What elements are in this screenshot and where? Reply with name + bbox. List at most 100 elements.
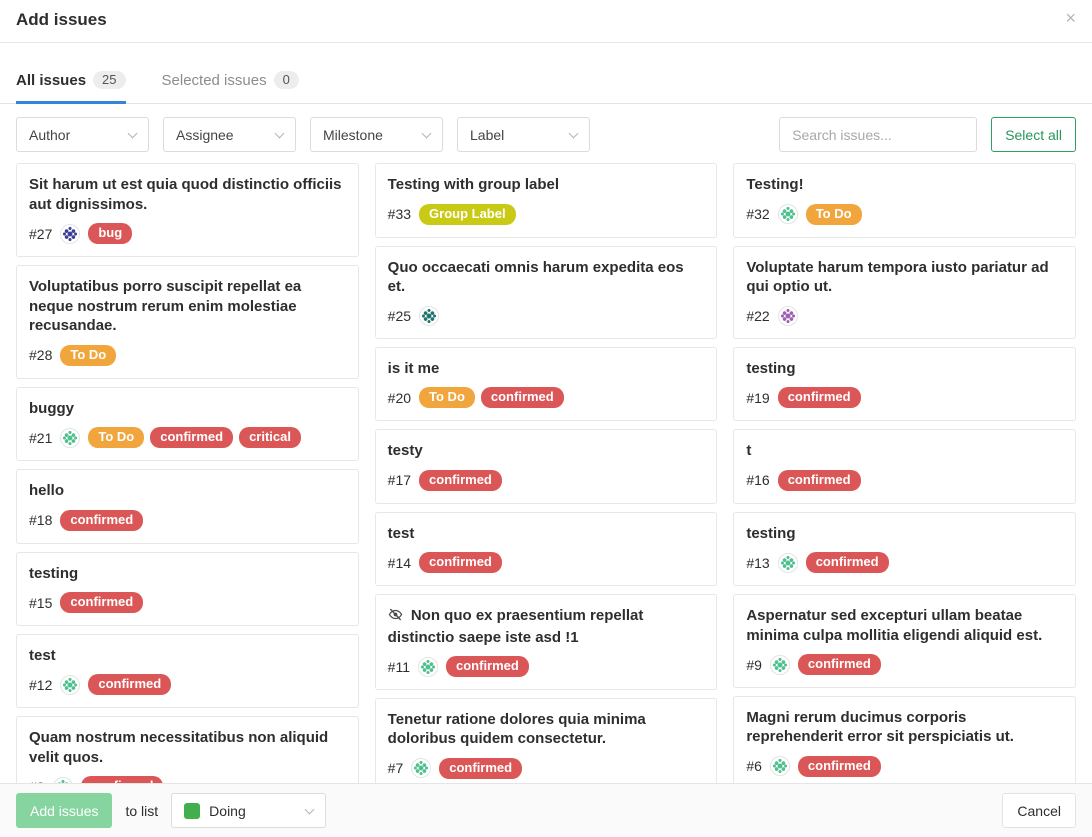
issue-label-badge: confirmed <box>88 674 172 696</box>
issue-number: #7 <box>387 760 404 777</box>
issue-title-text: testing <box>746 359 796 377</box>
add-issues-button[interactable]: Add issues <box>16 793 113 828</box>
issue-labels: To Do <box>805 203 862 225</box>
issue-card[interactable]: Voluptatibus porro suscipit repellat ea … <box>16 265 359 379</box>
issue-label-badge: confirmed <box>419 469 502 491</box>
issue-title-text: Voluptate harum tempora iusto pariatur a… <box>746 258 1049 296</box>
issue-card[interactable]: Aspernatur sed excepturi ullam beatae mi… <box>733 594 1077 688</box>
issue-title: testing <box>746 359 1063 379</box>
issue-card[interactable]: hello #18 confirmed <box>16 469 359 544</box>
issue-title: Quo occaecati omnis harum expedita eos e… <box>388 258 705 297</box>
issue-number: #13 <box>746 554 770 571</box>
assignee-avatar <box>60 427 81 448</box>
tab-all-issues-count-badge: 25 <box>93 71 126 90</box>
issue-card[interactable]: test #14 confirmed <box>374 511 718 587</box>
milestone-filter-label: Milestone <box>323 126 383 143</box>
issue-card[interactable]: Magni rerum ducimus corporis reprehender… <box>733 695 1077 789</box>
issue-meta: #19 confirmed <box>746 387 1063 409</box>
board-column-1: Sit harum ut est quia quod distinctio of… <box>16 163 359 789</box>
issue-label-badge: To Do <box>419 387 475 409</box>
issue-labels: To Do <box>60 344 117 366</box>
issue-meta: #18 confirmed <box>29 509 346 531</box>
issue-meta: #28 To Do <box>29 344 346 366</box>
issue-meta: #16 confirmed <box>746 469 1063 491</box>
assignee-filter-dropdown[interactable]: Assignee <box>163 117 296 153</box>
issue-title-text: testy <box>387 442 423 460</box>
issue-title: Quam nostrum necessitatibus non aliquid … <box>29 728 346 767</box>
issue-card[interactable]: Tenetur ratione dolores quia minima dolo… <box>374 697 718 789</box>
issue-meta: #33 Group Label <box>388 203 705 225</box>
tab-all-issues[interactable]: All issues 25 <box>16 60 126 105</box>
label-filter-dropdown[interactable]: Label <box>457 117 590 153</box>
issue-number: #16 <box>746 472 770 489</box>
issue-meta: #12 confirmed <box>29 674 346 696</box>
assignee-avatar <box>769 654 790 675</box>
issue-label-badge: confirmed <box>439 757 523 779</box>
assignee-avatar <box>418 656 438 677</box>
issue-title: Testing with group label <box>388 175 705 195</box>
issue-title-text: Quo occaecati omnis harum expedita eos e… <box>387 258 684 296</box>
issue-card[interactable]: buggy #21 To Do confirmed critical <box>16 386 359 462</box>
assignee-avatar <box>777 305 798 326</box>
milestone-filter-dropdown[interactable]: Milestone <box>310 117 443 153</box>
issue-meta: #21 To Do confirmed critical <box>29 427 346 449</box>
close-icon[interactable]: × <box>1065 8 1076 28</box>
issue-card[interactable]: Testing! #32 To Do <box>733 163 1077 238</box>
issue-card[interactable]: Non quo ex praesentium repellat distinct… <box>374 594 718 690</box>
issue-number: #18 <box>29 512 53 529</box>
issue-labels: confirmed <box>88 674 172 696</box>
issue-label-badge: confirmed <box>805 552 889 574</box>
issue-title: Aspernatur sed excepturi ullam beatae mi… <box>746 606 1063 645</box>
issue-number: #12 <box>29 676 53 693</box>
board-column-2: Testing with group label #33 Group Label… <box>374 163 718 789</box>
issue-title: buggy <box>29 399 346 419</box>
issue-labels: Group Label <box>419 203 516 225</box>
chevron-down-icon <box>421 128 432 139</box>
issue-meta: #15 confirmed <box>29 592 346 613</box>
issue-title-text: Sit harum ut est quia quod distinctio of… <box>29 176 342 213</box>
search-input[interactable] <box>779 117 978 153</box>
issue-card[interactable]: is it me #20 To Do confirmed <box>374 346 718 422</box>
issue-title-text: Quam nostrum necessitatibus non aliquid … <box>29 729 329 766</box>
list-select-dropdown[interactable]: Doing <box>171 793 327 828</box>
issue-card[interactable]: Testing with group label #33 Group Label <box>374 163 718 238</box>
issue-title-text: Aspernatur sed excepturi ullam beatae mi… <box>746 607 1043 644</box>
issue-number: #11 <box>387 658 410 675</box>
issue-labels: bug <box>88 223 133 245</box>
issue-title: Non quo ex praesentium repellat distinct… <box>388 606 705 647</box>
assignee-avatar <box>411 758 432 779</box>
chevron-down-icon <box>304 804 315 814</box>
assignee-avatar <box>60 674 81 695</box>
assignee-avatar <box>777 552 798 573</box>
issue-card[interactable]: testing #15 confirmed <box>16 551 359 626</box>
issue-number: #14 <box>387 554 412 571</box>
issue-card[interactable]: Voluptate harum tempora iusto pariatur a… <box>733 245 1077 339</box>
select-all-button[interactable]: Select all <box>991 117 1076 153</box>
issue-card[interactable]: testy #17 confirmed <box>374 429 718 504</box>
issue-card[interactable]: testing #19 confirmed <box>733 346 1077 422</box>
modal-title: Add issues <box>16 10 107 29</box>
issue-label-badge: confirmed <box>150 427 234 449</box>
tab-selected-issues[interactable]: Selected issues 0 <box>162 60 299 104</box>
issue-meta: #25 <box>388 305 705 326</box>
label-filter-label: Label <box>470 126 505 143</box>
issue-title: t <box>746 441 1063 461</box>
issue-meta: #7 confirmed <box>387 757 705 779</box>
issue-card[interactable]: t #16 confirmed <box>733 429 1077 504</box>
issue-card[interactable]: Quo occaecati omnis harum expedita eos e… <box>374 245 718 339</box>
assignee-avatar <box>777 204 798 225</box>
issue-label-badge: Group Label <box>419 203 516 225</box>
issue-labels: confirmed <box>446 656 529 677</box>
modal-footer: Add issues to list Doing Cancel <box>0 783 1092 837</box>
author-filter-dropdown[interactable]: Author <box>16 117 149 153</box>
issue-number: #17 <box>387 472 412 489</box>
issue-label-badge: confirmed <box>797 654 881 675</box>
cancel-button[interactable]: Cancel <box>1002 793 1076 828</box>
issue-card[interactable]: testing #13 confirmed <box>733 511 1077 587</box>
issue-labels: To Do confirmed critical <box>88 427 301 449</box>
issue-title-text: test <box>29 646 56 664</box>
issue-meta: #17 confirmed <box>387 469 705 491</box>
issue-card[interactable]: test #12 confirmed <box>16 633 359 709</box>
issue-card[interactable]: Quam nostrum necessitatibus non aliquid … <box>16 716 359 789</box>
issue-card[interactable]: Sit harum ut est quia quod distinctio of… <box>16 163 359 258</box>
